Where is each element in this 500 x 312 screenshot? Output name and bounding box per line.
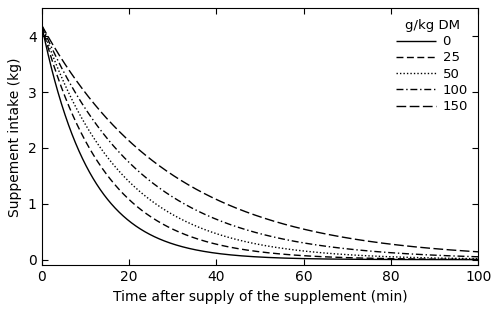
X-axis label: Time after supply of the supplement (min): Time after supply of the supplement (min…	[112, 290, 408, 304]
Legend: 0, 25, 50, 100, 150: 0, 25, 50, 100, 150	[392, 15, 472, 117]
Y-axis label: Suppement intake (kg): Suppement intake (kg)	[8, 57, 22, 217]
